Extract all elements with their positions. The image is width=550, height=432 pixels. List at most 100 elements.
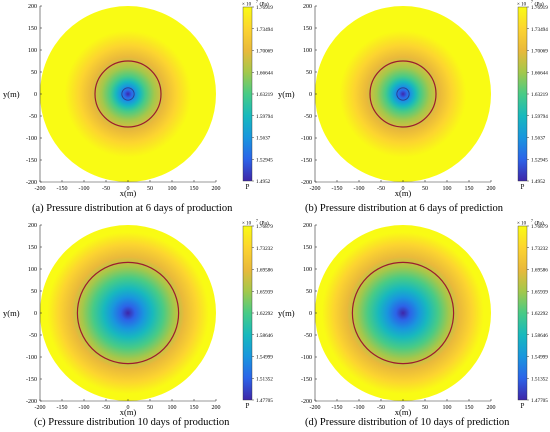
x-tick-label: 150 <box>465 405 474 411</box>
y-tick-label: 0 <box>34 311 37 317</box>
colorbar-exponent: × 10 <box>517 3 527 8</box>
colorbar-tick-label: 1.66644 <box>256 70 273 76</box>
colorbar-tick-label: 1.66644 <box>531 70 548 76</box>
colorbar-tick-label: 1.76879 <box>531 224 548 230</box>
colorbar-exponent-power: 7 <box>531 0 533 4</box>
wellbore-circle <box>121 87 135 101</box>
y-tick-label: 50 <box>306 70 312 76</box>
colorbar-tick-label: 1.69586 <box>256 268 273 274</box>
colorbar-exponent-power: 7 <box>531 219 533 223</box>
y-tick-label: -50 <box>304 333 312 339</box>
x-axis-label: x(m) <box>120 407 137 417</box>
y-tick-label: 200 <box>28 4 37 10</box>
x-tick-label: 0 <box>402 186 405 192</box>
y-tick-label: -150 <box>26 158 37 164</box>
x-tick-label: 0 <box>127 405 130 411</box>
colorbar-tick-label: 1.76919 <box>256 5 273 11</box>
pressure-front-circle <box>76 261 180 365</box>
colorbar <box>242 225 253 401</box>
x-tick-label: -200 <box>35 186 46 192</box>
panel-d-plot: -200 -150 -100 -50 0 50 100 150 200 200 150 100 50 0 -… <box>278 219 548 417</box>
y-tick-label: -200 <box>301 180 312 186</box>
x-tick-label: -100 <box>79 186 90 192</box>
panel-b-plot: -200 -150 -100 -50 0 50 100 150 200 200 150 100 50 0 -… <box>278 0 548 198</box>
colorbar-label: P <box>246 183 250 191</box>
y-tick-label: -150 <box>26 377 37 383</box>
y-tick-label: -100 <box>26 136 37 142</box>
colorbar-tick-label: 1.52945 <box>531 157 548 163</box>
colorbar-exponent-power: 7 <box>256 219 258 223</box>
x-tick-label: -50 <box>377 186 385 192</box>
colorbar-tick-label: 1.76919 <box>531 5 548 11</box>
panel-b-caption: (b) Pressure distribution at 6 days of p… <box>305 203 504 214</box>
y-tick-label: -200 <box>301 399 312 405</box>
colorbar-tick-label: 1.51352 <box>531 376 548 382</box>
colorbar-tick-label: 1.65939 <box>256 289 273 295</box>
colorbar-tick-label: 1.63219 <box>531 92 548 98</box>
colorbar-tick-label: 1.5637 <box>256 136 271 142</box>
x-tick-label: 200 <box>212 405 221 411</box>
colorbar-unit: (Pa) <box>260 220 269 227</box>
colorbar <box>242 6 253 182</box>
y-tick-label: 200 <box>28 223 37 229</box>
pressure-front-circle <box>94 60 162 128</box>
colorbar-tick-label: 1.4952 <box>531 179 546 185</box>
x-tick-label: 100 <box>168 186 177 192</box>
colorbar-tick-label: 1.69586 <box>531 268 548 274</box>
colorbar-tick-label: 1.54999 <box>531 355 548 361</box>
x-tick-label: 150 <box>190 405 199 411</box>
colorbar-tick-label: 1.70069 <box>531 49 548 55</box>
panel-d-caption: (d) Pressure distribution of 10 days of … <box>305 417 510 428</box>
colorbar-tick-label: 1.52945 <box>256 157 273 163</box>
colorbar-tick-label: 1.5637 <box>531 136 546 142</box>
colorbar-tick-label: 1.58646 <box>531 333 548 339</box>
x-tick-label: 100 <box>443 186 452 192</box>
panel-c: -200 -150 -100 -50 0 50 100 150 200 200 150 100 50 0 -… <box>0 216 275 432</box>
x-tick-label: 50 <box>147 186 153 192</box>
colorbar-unit: (Pa) <box>535 220 544 227</box>
colorbar-tick-label: 1.54999 <box>256 355 273 361</box>
colorbar-exponent-power: 7 <box>256 0 258 4</box>
x-axis-label: x(m) <box>395 407 412 417</box>
y-tick-label: -50 <box>29 333 37 339</box>
y-tick-label: 50 <box>31 289 37 295</box>
y-axis-label: y(m) <box>278 89 295 99</box>
colorbar-exponent: × 10 <box>242 222 252 227</box>
y-tick-label: -100 <box>301 355 312 361</box>
colorbar-tick-label: 1.47705 <box>256 398 273 404</box>
y-tick-label: 0 <box>309 311 312 317</box>
y-tick-label: 100 <box>28 48 37 54</box>
colorbar-tick-label: 1.73232 <box>531 246 548 252</box>
x-tick-label: -200 <box>35 405 46 411</box>
panel-a-caption: (a) Pressure distribution at 6 days of p… <box>32 203 233 214</box>
colorbar-tick-label: 1.62292 <box>256 311 273 317</box>
y-tick-label: -100 <box>301 136 312 142</box>
x-tick-label: -200 <box>310 405 321 411</box>
y-tick-label: -100 <box>26 355 37 361</box>
pressure-field <box>315 6 491 182</box>
colorbar-tick-label: 1.58646 <box>256 333 273 339</box>
y-tick-label: 200 <box>303 223 312 229</box>
x-tick-label: -150 <box>332 186 343 192</box>
x-tick-label: 150 <box>465 186 474 192</box>
colorbar-label: P <box>246 402 250 410</box>
x-tick-label: -150 <box>57 186 68 192</box>
y-tick-label: -50 <box>304 114 312 120</box>
x-tick-label: -150 <box>332 405 343 411</box>
colorbar-tick-label: 1.62292 <box>531 311 548 317</box>
colorbar <box>517 225 528 401</box>
pressure-field <box>315 225 491 401</box>
panel-a: -200 -150 -100 -50 0 50 100 150 200 200 150 100 50 0 -… <box>0 0 275 216</box>
x-tick-label: 200 <box>487 405 496 411</box>
x-tick-label: 200 <box>487 186 496 192</box>
pressure-front-circle <box>351 261 455 365</box>
y-tick-label: -150 <box>301 158 312 164</box>
colorbar-tick-label: 1.65939 <box>531 289 548 295</box>
colorbar-tick-label: 1.73232 <box>256 246 273 252</box>
x-tick-label: 50 <box>422 186 428 192</box>
y-axis-label: y(m) <box>278 308 295 318</box>
x-tick-label: -150 <box>57 405 68 411</box>
pressure-field <box>40 6 216 182</box>
y-tick-label: 200 <box>303 4 312 10</box>
colorbar-exponent: × 10 <box>517 222 527 227</box>
